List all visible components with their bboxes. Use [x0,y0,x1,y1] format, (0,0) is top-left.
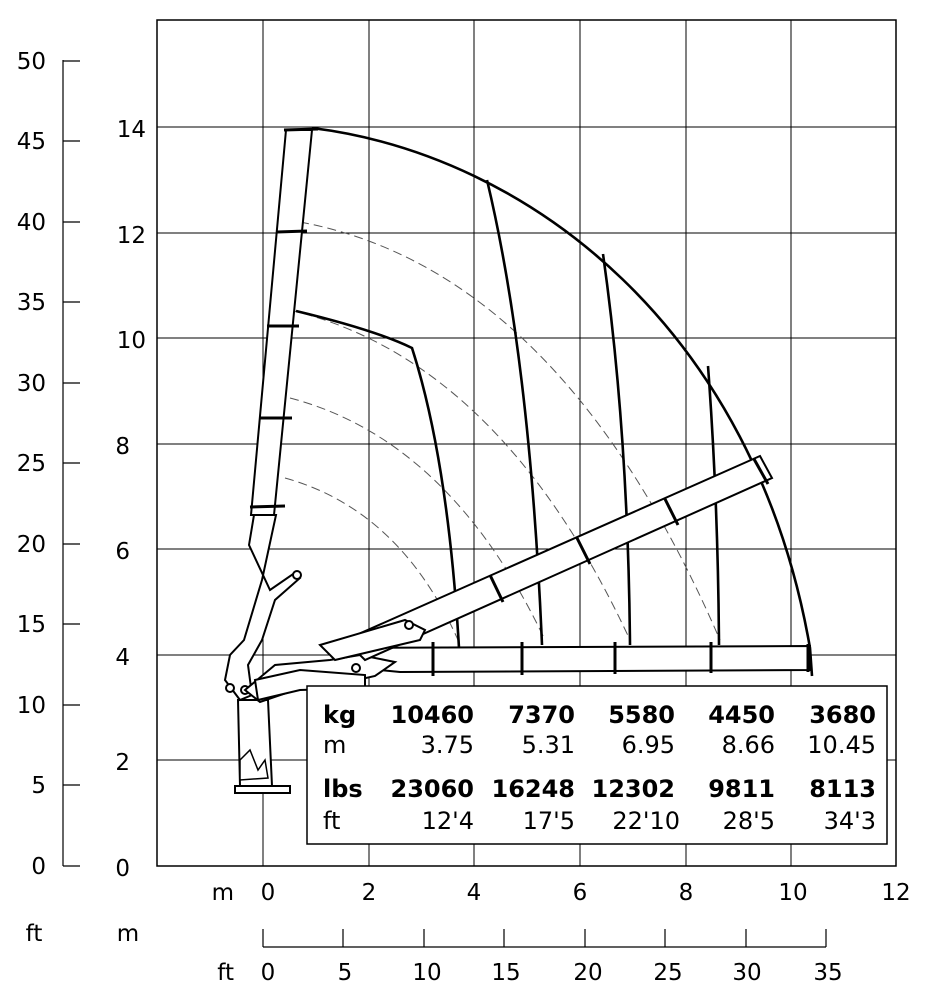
bottom-m-scale: m 0 2 4 6 8 10 12 [212,880,911,906]
inner-m-scale: 0 2 4 6 8 10 12 14 [115,117,146,882]
m-x-tick-label: 10 [778,880,807,906]
lbs-value: 8113 [809,775,876,803]
ft-tick-label: 0 [31,854,46,880]
ft-tick-label: 50 [17,49,46,75]
ft-x-tick-label: 20 [573,960,602,986]
lbs-value: 9811 [708,775,775,803]
ft-tick-label: 5 [31,773,46,799]
pivot-pin [225,683,235,693]
ft-value: 12'4 [422,807,474,835]
ft-x-tick-label: 30 [732,960,761,986]
m-value: 5.31 [522,731,575,759]
ft-x-tick-label: 25 [653,960,682,986]
m-unit-label: m [212,880,234,906]
lbs-value: 23060 [391,775,475,803]
ft-tick-label: 30 [17,371,46,397]
crane-base-plate [234,785,291,794]
ft-value: 22'10 [612,807,680,835]
reference-arc [289,397,546,641]
m-value: 10.45 [807,731,876,759]
outreach-curve-6-95 [601,253,632,646]
ft-unit-label: ft [217,960,234,986]
m-tick-label: 10 [117,328,146,354]
m-x-tick-label: 6 [573,880,588,906]
kg-value: 3680 [809,701,876,729]
m-tick-label: 0 [115,856,130,882]
kg-value: 7370 [508,701,575,729]
ft-value: 17'5 [523,807,575,835]
m-value: 6.95 [622,731,675,759]
m-tick-label: 12 [117,223,146,249]
ft-label: ft [323,807,340,835]
ft-tick-label: 10 [17,693,46,719]
ft-x-tick-label: 15 [491,960,520,986]
kg-value: 5580 [608,701,675,729]
horizontal-boom [332,644,811,674]
kg-value: 10460 [391,701,475,729]
bottom-ft-scale: ft 0 5 10 15 20 25 30 35 [217,929,843,986]
m-x-tick-label: 8 [679,880,694,906]
ft-x-tick-label: 0 [261,960,276,986]
lbs-label: lbs [323,775,363,803]
inclined-boom-knuckle [318,618,427,662]
m-value: 3.75 [421,731,474,759]
left-ft-scale: 0 5 10 15 20 25 30 35 40 45 50 [17,49,80,880]
pivot-pin [404,620,414,630]
working-range [295,126,814,677]
ft-tick-label: 25 [17,451,46,477]
kg-label: kg [323,701,356,729]
m-tick-label: 14 [117,117,146,143]
m-tick-label: 6 [115,539,130,565]
outer-envelope-curve [311,126,814,677]
m-x-tick-label: 0 [261,880,276,906]
m-tick-label: 4 [115,645,130,671]
reference-arc [299,221,721,641]
ft-x-tick-label: 10 [412,960,441,986]
pivot-pin [292,570,302,580]
load-table: kg 10460 7370 5580 4450 3680 m 3.75 5.31… [306,685,888,845]
reference-arc [289,309,631,641]
ft-tick-label: 15 [17,612,46,638]
ft-value: 28'5 [723,807,775,835]
m-tick-label: 2 [115,750,130,776]
chart-frame [156,19,897,867]
ft-unit-label: ft [26,921,43,947]
m-value: 8.66 [722,731,775,759]
ft-tick-label: 35 [17,290,46,316]
ft-tick-label: 45 [17,129,46,155]
load-table-frame [306,685,888,845]
pivot-pin [351,663,361,673]
vertical-boom [249,129,314,516]
m-tick-label: 8 [115,434,130,460]
ft-tick-label: 40 [17,210,46,236]
lbs-value: 12302 [592,775,676,803]
m-x-tick-label: 4 [467,880,482,906]
crane-column-detail [239,748,269,781]
crane-drawing [223,127,811,794]
outreach-curve-3-75 [295,309,461,649]
kg-value: 4450 [708,701,775,729]
ft-x-tick-label: 35 [813,960,842,986]
ft-tick-label: 20 [17,532,46,558]
ft-x-tick-label: 5 [338,960,353,986]
m-x-tick-label: 2 [362,880,377,906]
m-x-tick-label: 12 [881,880,910,906]
lbs-value: 16248 [492,775,576,803]
m-label: m [323,731,346,759]
m-unit-label: m [117,921,139,947]
ft-value: 34'3 [824,807,876,835]
